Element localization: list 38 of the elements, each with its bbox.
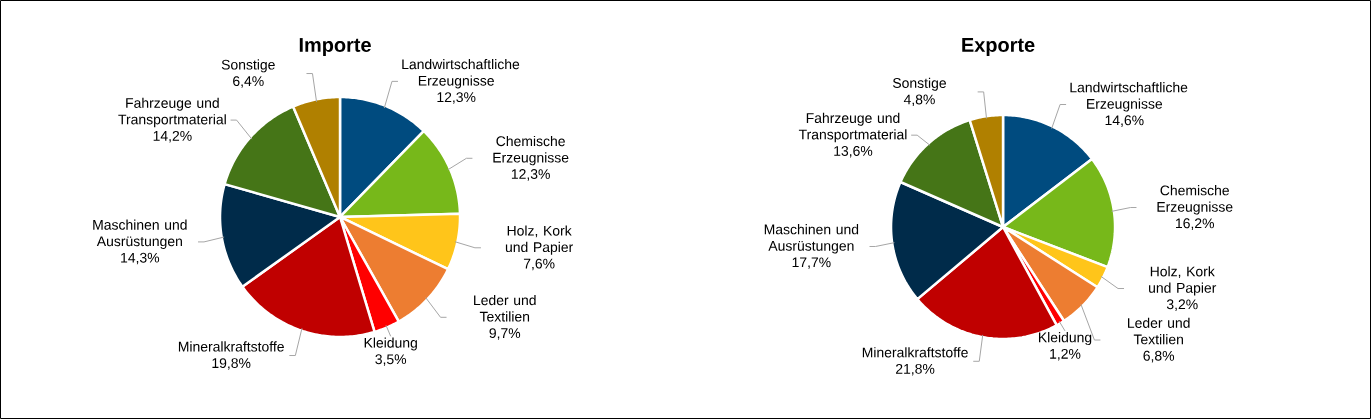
data-label: 14,3% <box>121 252 160 265</box>
slice-label: Leder und Textilien <box>474 294 536 322</box>
slice-label: Sonstige <box>892 77 946 91</box>
data-label: 14,6% <box>1105 115 1144 127</box>
data-label: 14,2% <box>153 130 192 143</box>
chart-title: Importe <box>299 38 371 56</box>
slice-label: Chemische Erzeugnisse <box>493 135 569 166</box>
data-label: 12,3% <box>511 169 550 181</box>
slice-label: Kleidung <box>1038 332 1092 346</box>
slice-label: Holz, Kork und Papier <box>505 225 574 255</box>
slice-label: Fahrzeuge und Transportmaterial <box>798 112 907 143</box>
slice-label: Mineralkraftstoffe <box>862 347 968 358</box>
slice-label: Maschinen und Ausrüstungen <box>764 224 859 254</box>
slice-label: Mineralkraftstoffe <box>178 341 284 352</box>
data-label: 6,8% <box>1143 350 1175 363</box>
slice-label: Chemische Erzeugnisse <box>1157 185 1233 215</box>
data-label: 17,7% <box>792 257 831 269</box>
data-label: 4,8% <box>903 94 935 107</box>
data-label: 9,7% <box>489 328 521 340</box>
slice-label: Holz, Kork und Papier <box>1149 266 1217 296</box>
slice-label: Maschinen und Ausrüstungen <box>93 219 187 249</box>
slice-label: Leder und Textilien <box>1128 317 1190 345</box>
data-label: 3,5% <box>375 354 407 366</box>
slice-label: Landwirtschaftliche Erzeugnisse <box>402 58 520 89</box>
slice-label: Kleidung <box>364 337 417 351</box>
data-label: 12,3% <box>437 92 476 104</box>
data-label: 3,2% <box>1166 299 1198 311</box>
slice-label: Sonstige <box>221 59 275 73</box>
slice-label: Landwirtschaftliche Erzeugnisse <box>1070 82 1188 112</box>
data-label: 7,6% <box>523 258 555 271</box>
chart-title: Exporte <box>962 38 1035 56</box>
data-label: 6,4% <box>233 76 264 88</box>
data-label: 16,2% <box>1176 218 1214 230</box>
data-label: 19,8% <box>212 358 251 370</box>
data-label: 21,8% <box>896 363 935 376</box>
data-label: 13,6% <box>834 146 873 158</box>
slice-label: Fahrzeuge und Transportmaterial <box>118 97 226 128</box>
data-label: 1,2% <box>1050 348 1081 361</box>
